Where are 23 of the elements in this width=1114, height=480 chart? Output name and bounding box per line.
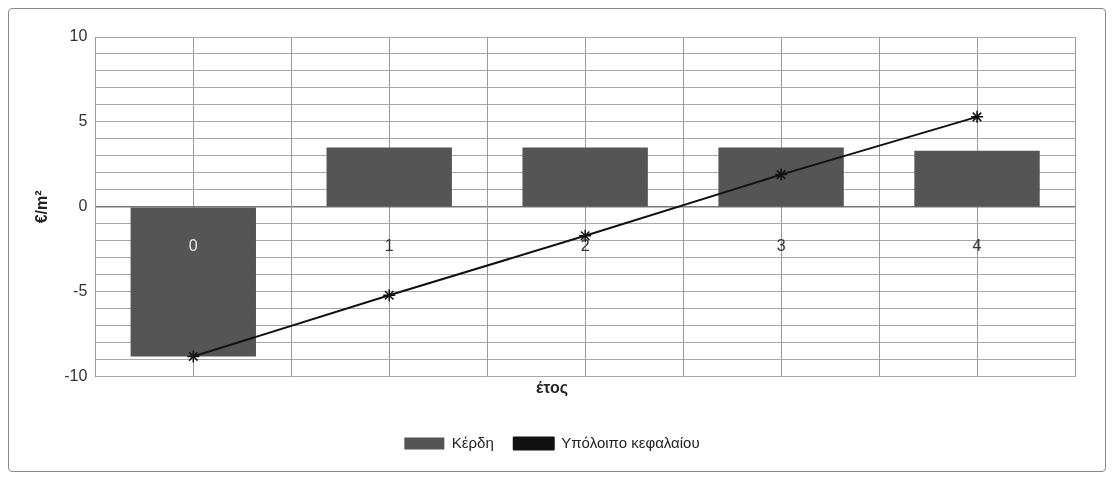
x-tick-label: 2 [580,237,590,255]
x-tick-label: 3 [776,237,786,255]
bar [522,147,648,207]
bar [718,147,844,207]
point [382,288,396,302]
bar [130,207,256,357]
bar [326,147,452,207]
x-axis-title: έτος [535,379,569,398]
bar [914,150,1040,207]
y-tick-label: -5 [73,282,88,300]
y-tick-label: 10 [69,27,88,45]
y-axis-title: €/m² [33,190,51,224]
y-tick-label: 5 [78,112,88,130]
y-tick-label: -10 [64,367,88,385]
x-tick-label: 0 [188,237,198,255]
legend-label: Κέρδη [451,433,494,451]
point [774,167,788,182]
x-tick-label: 4 [972,237,982,255]
point [186,349,201,364]
point [970,110,984,124]
y-tick-label: 0 [78,197,88,215]
legend-label: Υπόλοιπο κεφαλαίου [561,433,700,451]
x-tick-label: 1 [384,237,394,255]
